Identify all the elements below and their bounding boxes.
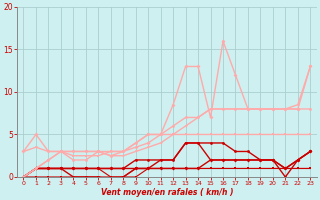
X-axis label: Vent moyen/en rafales ( km/h ): Vent moyen/en rafales ( km/h ) [101, 188, 233, 197]
